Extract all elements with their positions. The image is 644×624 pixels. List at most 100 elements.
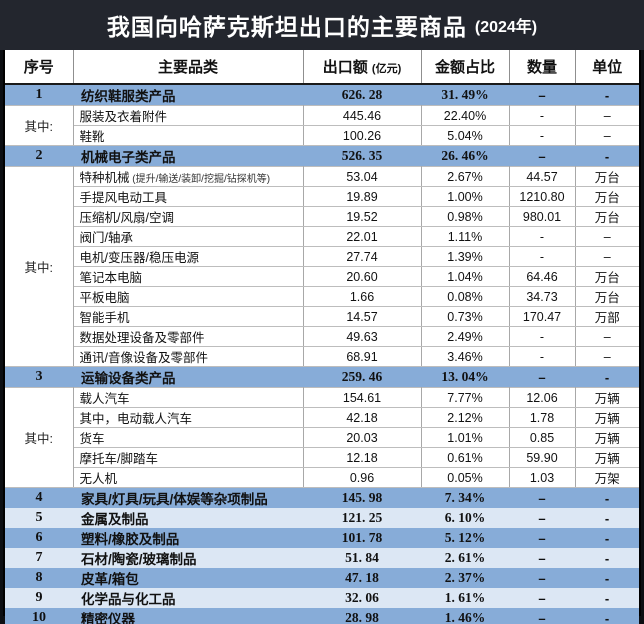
header-export-label: 出口额 xyxy=(322,59,368,76)
item-name: 电机/变压器/稳压电源 xyxy=(73,246,304,267)
export-value: 20.60 xyxy=(303,266,422,287)
item-name: 服装及衣着附件 xyxy=(73,105,304,126)
qty-value: – xyxy=(538,490,546,506)
seq-cell: 7 xyxy=(35,550,43,565)
export-value: 51. 84 xyxy=(345,550,379,565)
sub-row: 无人机 0.96 0.05% 1.03 万架 xyxy=(5,467,639,488)
category-row: 1 纺织鞋服类产品 626. 28 31. 49% – - xyxy=(5,84,639,106)
qty-value: – xyxy=(538,610,546,624)
sub-row: 其中: 服装及衣着附件 445.46 22.40% - – xyxy=(5,105,639,146)
qty-value: – xyxy=(538,148,546,164)
category-name: 精密仪器 xyxy=(81,612,135,624)
qty-value: 44.57 xyxy=(509,166,576,187)
qty-value: 1.03 xyxy=(509,467,576,488)
title-bar: 我国向哈萨克斯坦出口的主要商品 (2024年) xyxy=(0,0,644,50)
sub-row: 鞋靴 100.26 5.04% - – xyxy=(5,125,639,146)
seq-cell: 3 xyxy=(35,369,43,384)
share-value: 5. 12% xyxy=(444,530,486,545)
sub-row: 手提风电动工具 19.89 1.00% 1210.80 万台 xyxy=(5,186,639,207)
share-value: 22.40% xyxy=(421,105,510,126)
qty-value: - xyxy=(509,246,576,267)
export-value: 101. 78 xyxy=(341,530,383,545)
share-value: 26. 46% xyxy=(441,148,489,163)
unit-value: - xyxy=(604,510,610,526)
share-value: 1.11% xyxy=(421,226,510,247)
unit-value: - xyxy=(604,369,610,385)
export-value: 32. 06 xyxy=(345,590,379,605)
qty-value: 12.06 xyxy=(509,387,576,408)
header-share: 金额占比 xyxy=(421,50,510,85)
unit-value: 万辆 xyxy=(575,387,639,408)
item-name-note: (提升/输送/装卸/挖掘/钻探机等) xyxy=(129,174,271,185)
export-value: 19.52 xyxy=(303,206,422,227)
item-name: 特种机械 (提升/输送/装卸/挖掘/钻探机等) xyxy=(73,166,304,187)
unit-value: 万台 xyxy=(575,186,639,207)
unit-value: – xyxy=(575,326,639,347)
unit-value: – xyxy=(575,105,639,126)
sub-row: 货车 20.03 1.01% 0.85 万辆 xyxy=(5,427,639,448)
sub-row: 摩托车/脚踏车 12.18 0.61% 59.90 万辆 xyxy=(5,447,639,468)
share-value: 5.04% xyxy=(421,125,510,146)
share-value: 0.05% xyxy=(421,467,510,488)
share-value: 0.08% xyxy=(421,286,510,307)
page-title-year: (2024年) xyxy=(474,19,538,36)
export-value: 22.01 xyxy=(303,226,422,247)
unit-value: - xyxy=(604,590,610,606)
share-value: 2. 61% xyxy=(444,550,486,565)
unit-value: 万架 xyxy=(575,467,639,488)
unit-value: – xyxy=(575,125,639,146)
share-value: 2. 37% xyxy=(444,570,486,585)
unit-value: - xyxy=(604,148,610,164)
header-seq: 序号 xyxy=(5,50,74,85)
category-name: 石材/陶瓷/玻璃制品 xyxy=(81,552,197,567)
export-value: 27.74 xyxy=(303,246,422,267)
qty-value: - xyxy=(509,105,576,126)
qty-value: 0.85 xyxy=(509,427,576,448)
qty-value: 170.47 xyxy=(509,306,576,327)
qty-value: – xyxy=(538,570,546,586)
seq-cell: 4 xyxy=(35,490,43,505)
category-name: 运输设备类产品 xyxy=(81,371,176,386)
qty-value: 59.90 xyxy=(509,447,576,468)
category-name: 机械电子类产品 xyxy=(81,150,176,165)
sub-row: 通讯/音像设备及零部件 68.91 3.46% - – xyxy=(5,346,639,367)
qty-value: – xyxy=(538,550,546,566)
share-value: 0.73% xyxy=(421,306,510,327)
unit-value: 万台 xyxy=(575,166,639,187)
sub-row: 电机/变压器/稳压电源 27.74 1.39% - – xyxy=(5,246,639,267)
unit-value: - xyxy=(604,550,610,566)
seq-cell: 5 xyxy=(35,510,43,525)
group-label: 其中: xyxy=(5,105,74,146)
unit-value: 万辆 xyxy=(575,447,639,468)
share-value: 1. 46% xyxy=(444,610,486,624)
export-value: 49.63 xyxy=(303,326,422,347)
export-value: 445.46 xyxy=(303,105,422,126)
export-value: 20.03 xyxy=(303,427,422,448)
item-name: 其中，电动载人汽车 xyxy=(73,407,304,428)
category-name: 纺织鞋服类产品 xyxy=(81,89,176,104)
category-name: 塑料/橡胶及制品 xyxy=(81,532,180,547)
unit-value: 万部 xyxy=(575,306,639,327)
export-value: 259. 46 xyxy=(341,369,383,384)
header-qty: 数量 xyxy=(509,50,576,85)
qty-value: – xyxy=(538,87,546,103)
item-name: 智能手机 xyxy=(73,306,304,327)
export-value: 19.89 xyxy=(303,186,422,207)
unit-value: 万台 xyxy=(575,266,639,287)
qty-value: 980.01 xyxy=(509,206,576,227)
exports-table-frame: 序号 主要品类 出口额 (亿元) 金额占比 数量 单位 1 纺织鞋服类产品 626.… xyxy=(3,50,641,624)
export-value: 53.04 xyxy=(303,166,422,187)
category-row: 8 皮革/箱包 47. 18 2. 37% – - xyxy=(5,568,639,588)
sub-row: 压缩机/风扇/空调 19.52 0.98% 980.01 万台 xyxy=(5,206,639,227)
sub-row: 其中: 载人汽车 154.61 7.77% 12.06 万辆 xyxy=(5,387,639,488)
unit-value: - xyxy=(604,490,610,506)
sub-row: 平板电脑 1.66 0.08% 34.73 万台 xyxy=(5,286,639,307)
category-row: 5 金属及制品 121. 25 6. 10% – - xyxy=(5,508,639,528)
category-name: 金属及制品 xyxy=(81,512,149,527)
export-value: 100.26 xyxy=(303,125,422,146)
header-row: 序号 主要品类 出口额 (亿元) 金额占比 数量 单位 xyxy=(5,50,639,85)
header-export: 出口额 (亿元) xyxy=(303,50,422,85)
qty-value: - xyxy=(509,326,576,347)
unit-value: 万辆 xyxy=(575,407,639,428)
export-value: 68.91 xyxy=(303,346,422,367)
